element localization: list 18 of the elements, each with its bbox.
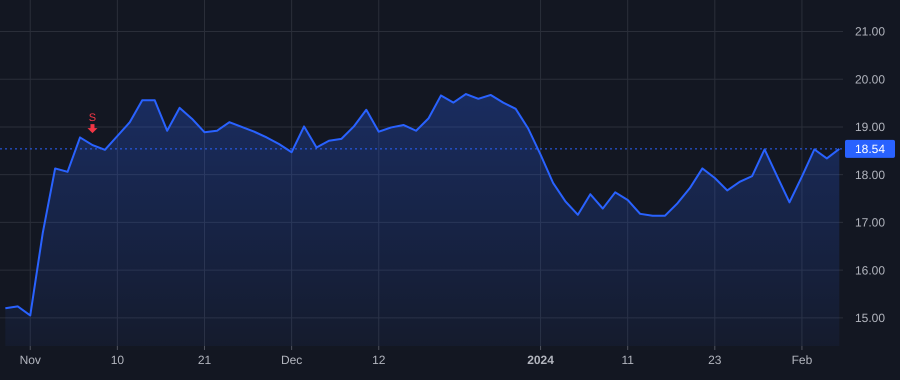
y-tick-label: 21.00 — [854, 24, 886, 39]
x-tick-label: 21 — [198, 353, 212, 367]
y-tick-label: 16.00 — [854, 263, 886, 278]
ref-line-label: 18.54 — [854, 142, 886, 156]
x-tick-label: Nov — [20, 353, 41, 367]
x-tick-label: Feb — [792, 353, 813, 367]
annotation: S — [88, 112, 96, 124]
x-tick-label: Dec — [280, 353, 302, 367]
y-tick-label: 20.00 — [854, 72, 886, 86]
x-tick-label: 2024 — [527, 353, 554, 367]
y-tick-label: 17.00 — [854, 216, 886, 230]
y-tick-label: 18.00 — [854, 168, 886, 182]
x-tick-label: 12 — [372, 353, 386, 367]
y-tick-label: 15.00 — [854, 311, 886, 326]
x-tick-label: 23 — [708, 353, 722, 367]
x-tick-label: 10 — [110, 353, 124, 367]
x-tick-label: 11 — [621, 353, 634, 367]
y-tick-label: 19.00 — [854, 120, 886, 134]
